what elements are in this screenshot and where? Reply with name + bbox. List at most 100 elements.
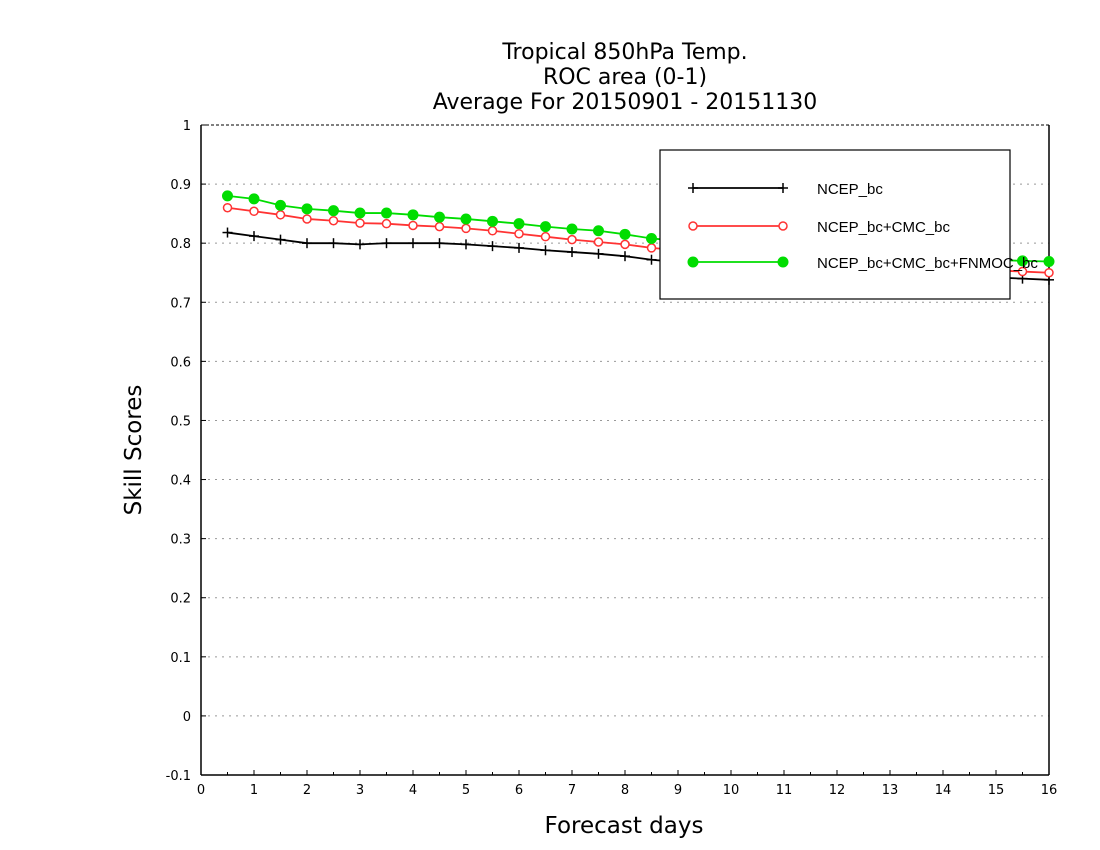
data-point-plus — [567, 247, 577, 258]
data-point-open-circle — [461, 223, 471, 234]
data-point-open-circle — [567, 234, 577, 245]
data-point-filled-circle — [619, 228, 631, 240]
data-point-open-circle — [593, 237, 604, 247]
chart-title-line-1: Tropical 850hPa Temp. — [501, 40, 747, 65]
x-tick-label: 8 — [621, 783, 629, 798]
x-tick-label: 12 — [829, 783, 846, 798]
y-tick-label: -0.1 — [166, 769, 191, 784]
data-point-open-circle — [487, 226, 498, 236]
legend-entry-label: NCEP_bc+CMC_bc+FNMOC_bc — [817, 255, 1038, 272]
x-tick-label: 6 — [515, 783, 523, 798]
data-point-open-circle — [1017, 266, 1028, 277]
legend-entry-label: NCEP_bc — [817, 181, 883, 198]
legend-entry-label: NCEP_bc+CMC_bc — [817, 219, 950, 236]
y-tick-label: 0.7 — [170, 296, 191, 311]
data-point-filled-circle — [222, 190, 233, 202]
data-point-filled-circle — [434, 211, 445, 223]
legend-box — [659, 149, 1011, 300]
chart-title-line-3: Average For 20150901 - 20151130 — [433, 90, 818, 115]
data-point-plus — [514, 242, 524, 253]
data-point-open-circle — [778, 221, 788, 231]
x-tick-label: 0 — [197, 783, 205, 798]
x-tick-label: 9 — [674, 783, 682, 798]
x-tick-label: 15 — [988, 783, 1005, 798]
x-tick-label: 4 — [409, 783, 417, 798]
chart-title-line-2: ROC area (0-1) — [543, 65, 707, 90]
data-point-filled-circle — [407, 209, 419, 221]
y-tick-label: 0.2 — [170, 592, 191, 607]
y-tick-label: 0.6 — [170, 355, 191, 370]
data-point-filled-circle — [328, 205, 339, 217]
chart-title-group: Tropical 850hPa Temp. ROC area (0-1) Ave… — [433, 40, 818, 115]
y-tick-label: 0 — [183, 710, 191, 725]
data-point-open-circle — [620, 239, 630, 250]
y-tick-label: 0.1 — [170, 651, 191, 666]
data-point-open-circle — [688, 221, 698, 231]
data-point-open-circle — [408, 220, 418, 231]
data-point-filled-circle — [540, 221, 551, 233]
y-tick-label: 0.8 — [170, 237, 191, 252]
x-tick-label: 13 — [882, 783, 899, 798]
data-point-plus — [355, 239, 365, 250]
x-tick-label: 16 — [1041, 783, 1058, 798]
data-point-plus — [540, 245, 551, 256]
data-point-plus — [328, 238, 339, 249]
data-point-filled-circle — [1017, 255, 1028, 267]
legend: NCEP_bc NCEP_bc+CMC_bc NCEP_bc+CMC_bc+FNMO… — [659, 149, 1038, 300]
data-point-open-circle — [381, 218, 392, 229]
x-tick-label: 11 — [776, 783, 793, 798]
y-tick-label: 1 — [183, 119, 191, 134]
data-point-filled-circle — [354, 207, 366, 219]
data-point-plus — [593, 248, 604, 259]
data-point-filled-circle — [301, 203, 313, 215]
x-tick-label: 10 — [723, 783, 740, 798]
data-point-filled-circle — [487, 215, 498, 227]
y-tick-label: 0.4 — [170, 474, 191, 489]
data-point-filled-circle — [275, 199, 286, 211]
data-point-filled-circle — [566, 223, 578, 235]
y-tick-label: 0.3 — [170, 533, 191, 548]
x-tick-label: 2 — [303, 783, 311, 798]
data-point-plus — [408, 238, 418, 249]
data-point-filled-circle — [646, 232, 657, 244]
x-tick-label: 14 — [935, 783, 952, 798]
data-point-filled-circle — [593, 225, 604, 237]
data-point-open-circle — [1044, 267, 1054, 278]
data-point-plus — [646, 254, 657, 265]
data-point-plus — [778, 183, 788, 193]
x-axis-label: Forecast days — [545, 813, 704, 839]
axes: -0.100.10.20.30.40.50.60.70.80.910 1 2 3 4 5 6… — [166, 119, 1058, 798]
data-point-plus — [222, 227, 233, 238]
data-point-plus — [434, 238, 445, 249]
y-tick-label: 0.9 — [170, 178, 191, 193]
data-point-filled-circle — [777, 256, 789, 268]
data-point-open-circle — [249, 206, 259, 217]
x-tick-label: 3 — [356, 783, 364, 798]
data-point-filled-circle — [460, 213, 472, 225]
data-point-plus — [249, 231, 259, 242]
data-point-plus — [275, 234, 286, 245]
data-point-open-circle — [275, 210, 286, 220]
data-point-plus — [688, 183, 698, 193]
y-axis-label: Skill Scores — [121, 385, 147, 516]
data-point-plus — [487, 241, 498, 252]
data-point-filled-circle — [248, 193, 260, 205]
data-point-open-circle — [434, 221, 445, 232]
data-point-plus — [620, 251, 630, 262]
data-point-filled-circle — [1043, 256, 1055, 267]
data-point-open-circle — [514, 228, 524, 239]
data-point-open-circle — [355, 218, 365, 228]
x-tick-label: 7 — [568, 783, 576, 798]
data-point-plus — [381, 238, 392, 249]
data-point-open-circle — [302, 214, 312, 224]
data-point-filled-circle — [687, 256, 699, 268]
data-point-filled-circle — [381, 207, 392, 219]
data-point-open-circle — [222, 202, 233, 213]
data-point-open-circle — [328, 215, 339, 226]
data-point-open-circle — [646, 243, 657, 253]
data-point-open-circle — [540, 231, 551, 242]
data-point-plus — [461, 239, 471, 250]
